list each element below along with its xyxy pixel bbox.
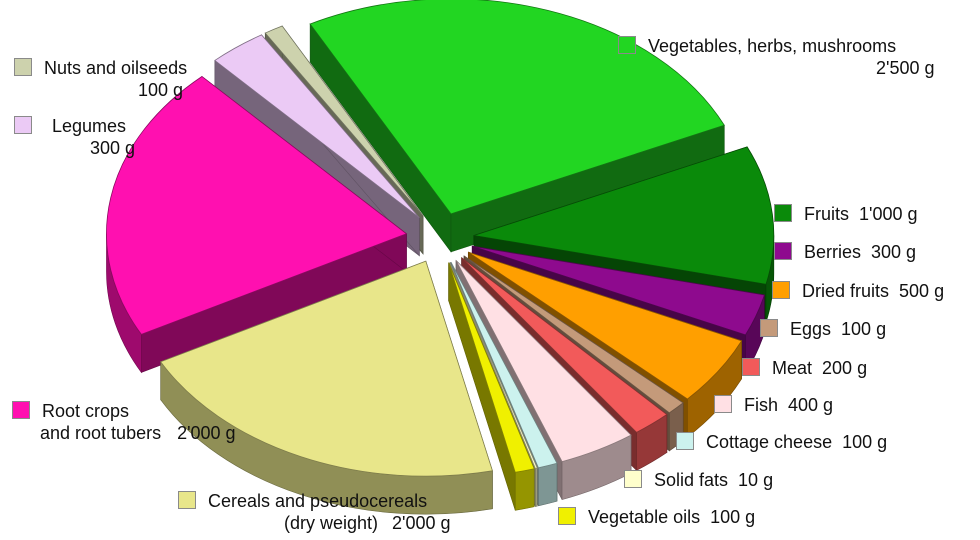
legend-nuts-and-oilseeds: Nuts and oilseeds 100 g — [14, 57, 187, 101]
slice-top — [106, 75, 408, 335]
legend-swatch — [558, 507, 576, 525]
slice-top — [461, 257, 668, 433]
legend-swatch — [14, 116, 32, 134]
legend-swatch — [774, 242, 792, 260]
legend-cottage-cheese: Cottage cheese 100 g — [676, 431, 887, 453]
slice-vegetable-oils — [448, 262, 535, 511]
slice-cereals-and-pseudocereals — [160, 260, 493, 515]
legend-swatch — [618, 36, 636, 54]
legend-swatch — [676, 432, 694, 450]
legend-berries: Berries 300 g — [774, 241, 916, 263]
slice-top — [473, 146, 775, 285]
slice-top — [455, 260, 632, 463]
legend-cereals: Cereals and pseudocereals (dry weight) 2'… — [178, 490, 451, 534]
slice-top — [264, 25, 424, 217]
slice-top — [448, 262, 535, 473]
legend-vegetables: Vegetables, herbs, mushrooms 2'500 g — [618, 35, 935, 79]
legend-swatch — [14, 58, 32, 76]
legend-swatch — [760, 319, 778, 337]
slice-outer-wall — [535, 467, 538, 507]
legend-swatch — [772, 281, 790, 299]
legend-solid-fats: Solid fats 10 g — [624, 469, 773, 491]
slice-top — [472, 245, 765, 336]
legend-swatch — [774, 204, 792, 222]
legend-swatch — [714, 395, 732, 413]
legend-legumes: Legumes 300 g — [14, 115, 135, 159]
slice-outer-wall — [538, 462, 558, 507]
legend-meat: Meat 200 g — [742, 357, 867, 379]
legend-fruits: Fruits 1'000 g — [774, 203, 918, 225]
legend-dried-fruits: Dried fruits 500 g — [772, 280, 944, 302]
slice-root-crops — [106, 75, 408, 374]
legend-fish: Fish 400 g — [714, 394, 833, 416]
legend-swatch — [624, 470, 642, 488]
slice-top — [463, 255, 684, 414]
slice-outer-wall — [514, 468, 535, 511]
slice-top — [450, 261, 558, 469]
legend-eggs: Eggs 100 g — [760, 318, 886, 340]
legend-vegetable-oils: Vegetable oils 100 g — [558, 506, 755, 528]
slice-top — [468, 251, 743, 400]
slice-top — [214, 34, 420, 219]
legend-root-crops: Root crops and root tubers 2'000 g — [12, 400, 236, 444]
legend-swatch — [742, 358, 760, 376]
slice-top — [449, 262, 538, 469]
legend-swatch — [178, 491, 196, 509]
legend-swatch — [12, 401, 30, 419]
slice-top — [160, 260, 493, 477]
